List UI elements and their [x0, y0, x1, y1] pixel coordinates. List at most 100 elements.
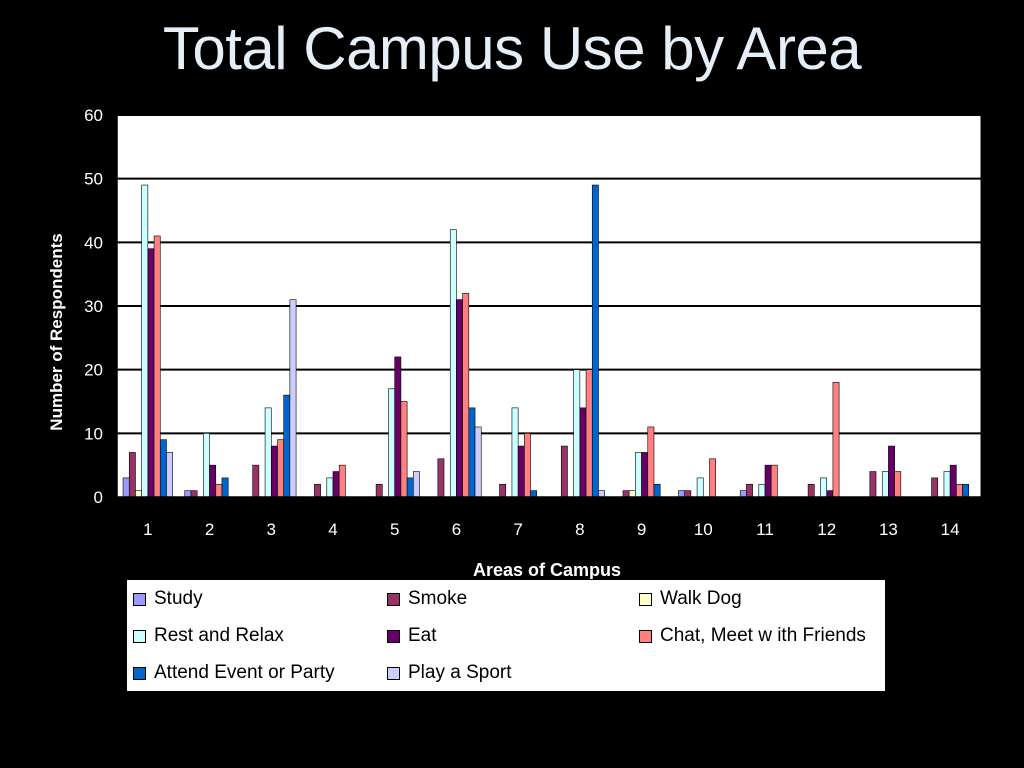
bar: [647, 426, 655, 498]
y-tick-label: 0: [94, 488, 103, 507]
y-tick-label: 30: [84, 297, 103, 316]
bar: [684, 490, 692, 498]
bar: [635, 452, 642, 498]
bar: [221, 477, 229, 498]
legend-item: Play a Sport: [387, 661, 512, 685]
bar: [283, 394, 291, 498]
bar: [289, 299, 297, 498]
bar: [153, 235, 161, 498]
bar: [962, 483, 970, 498]
bar: [530, 490, 538, 498]
bar: [807, 483, 815, 498]
gridlines: [117, 114, 981, 435]
bar: [881, 471, 889, 498]
y-tick-label: 20: [84, 361, 103, 380]
bar: [943, 471, 951, 498]
bar: [277, 439, 284, 498]
bar: [264, 407, 272, 498]
bar: [203, 433, 210, 498]
bar: [524, 433, 531, 498]
bar: [511, 407, 519, 498]
x-tick-label: 3: [267, 520, 276, 539]
bar: [560, 445, 568, 498]
bar: [400, 401, 408, 498]
legend-label: Attend Event or Party: [154, 662, 335, 683]
bar: [474, 426, 482, 498]
bar: [956, 483, 963, 498]
bar: [128, 452, 136, 498]
bar: [573, 369, 581, 498]
x-tick-label: 14: [941, 520, 960, 539]
bar: [653, 483, 661, 498]
legend-label: Eat: [408, 625, 437, 646]
x-tick-label: 2: [205, 520, 214, 539]
bar: [598, 490, 605, 498]
legend-item: Walk Dog: [639, 587, 742, 611]
bar: [375, 483, 383, 498]
legend-label: Play a Sport: [408, 662, 512, 683]
bar: [709, 458, 716, 498]
bar: [215, 483, 223, 498]
x-tick-label: 9: [637, 520, 646, 539]
axes: [112, 114, 981, 502]
x-tick-label: 12: [817, 520, 836, 539]
bar: [770, 464, 778, 498]
y-tick-label: 40: [84, 233, 103, 252]
bar: [314, 483, 321, 498]
x-tick-label: 13: [879, 520, 898, 539]
x-tick-label: 10: [694, 520, 713, 539]
bar: [758, 483, 766, 498]
bar: [628, 490, 636, 498]
bar: [332, 471, 340, 498]
bar: [894, 471, 902, 498]
bar: [678, 490, 685, 498]
bar: [147, 248, 155, 498]
bar: [585, 369, 593, 498]
bar: [135, 490, 142, 498]
legend-item: Rest and Relax: [133, 624, 284, 648]
bar: [888, 445, 895, 498]
legend-swatch: [387, 629, 400, 643]
bar: [826, 490, 834, 498]
legend-swatch: [387, 666, 400, 680]
bar: [456, 299, 463, 498]
bar: [696, 477, 704, 498]
legend-item: Eat: [387, 624, 437, 648]
x-tick-label: 8: [575, 520, 584, 539]
legend-item: Attend Event or Party: [133, 661, 335, 685]
bar: [931, 477, 939, 498]
legend-label: Study: [154, 588, 203, 609]
y-tick-label: 50: [84, 170, 103, 189]
bar: [326, 477, 334, 498]
bar: [184, 490, 192, 498]
bar: [437, 458, 445, 498]
x-axis-title: Areas of Campus: [473, 560, 621, 580]
bar: [141, 184, 149, 498]
bar: [869, 471, 877, 498]
legend-item: Chat, Meet w ith Friends: [639, 624, 866, 648]
bar: [499, 483, 507, 498]
bar: [252, 464, 260, 498]
legend-swatch: [387, 592, 400, 606]
bar: [739, 490, 747, 498]
x-tick-label: 6: [452, 520, 461, 539]
legend-label: Chat, Meet w ith Friends: [660, 625, 866, 646]
x-tick-labels: 1 2 3 4 5 6 7 8 9 10 11 12 13 14: [143, 520, 959, 539]
legend-item: Study: [133, 587, 203, 611]
bar: [270, 445, 278, 498]
slide-title: Total Campus Use by Area: [162, 15, 862, 82]
bar: [394, 356, 402, 498]
bar: [388, 388, 396, 498]
legend-swatch: [639, 592, 652, 606]
bar: [338, 464, 346, 498]
bar: [190, 490, 198, 498]
x-tick-label: 5: [390, 520, 399, 539]
legend-label: Smoke: [408, 588, 468, 609]
x-tick-label: 4: [328, 520, 337, 539]
bar: [591, 184, 599, 498]
bar: [413, 471, 420, 498]
bar: [209, 464, 217, 498]
bar: [764, 464, 772, 498]
bar: [820, 477, 828, 498]
